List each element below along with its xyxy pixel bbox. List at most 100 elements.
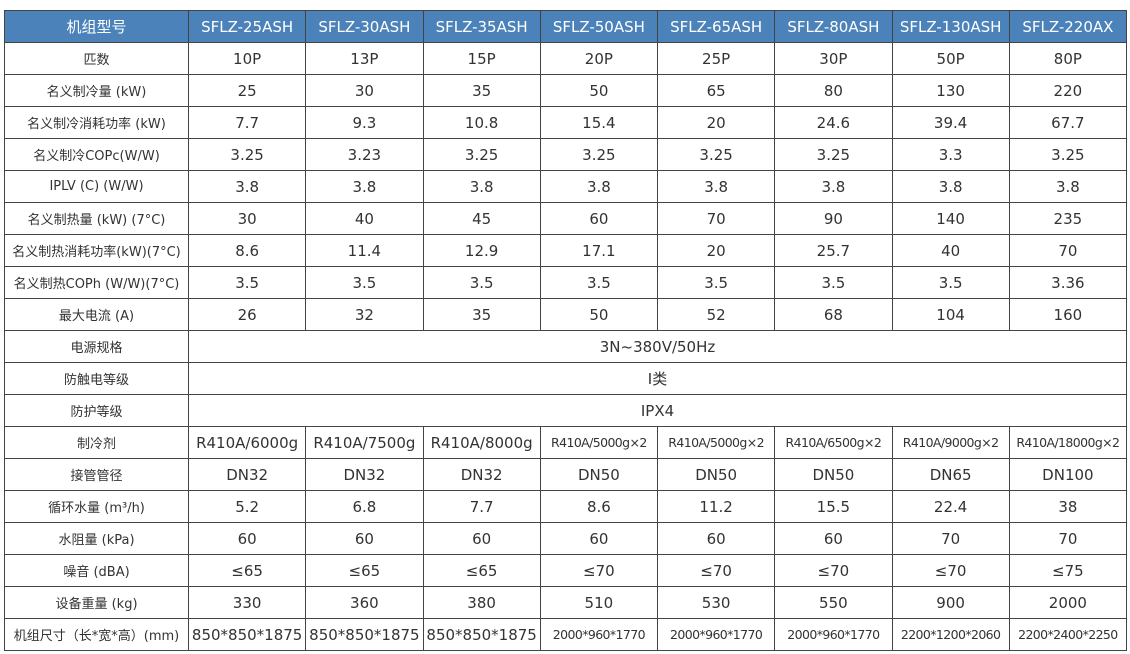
cell: 900: [891, 586, 1010, 619]
cell: 3.5: [422, 266, 541, 299]
cell: 2000: [1008, 586, 1128, 619]
row-label: 防护等级: [4, 394, 189, 427]
cell: 3.8: [891, 170, 1010, 203]
model-header: SFLZ-25ASH: [187, 10, 307, 43]
table-row: IPLV (C) (W/W) 3.8 3.8 3.8 3.8 3.8 3.8 3.8 3.8: [4, 170, 1128, 203]
cell: 15P: [422, 42, 541, 75]
model-header: SFLZ-130ASH: [891, 10, 1010, 43]
cell: 3.8: [539, 170, 659, 203]
cell: 68: [774, 298, 893, 331]
cell: 13P: [305, 42, 424, 75]
table-body: 匹数 10P 13P 15P 20P 25P 30P 50P 80P 名义制冷量 (kW) 25 30…: [4, 42, 1128, 651]
cell: 3.8: [305, 170, 424, 203]
cell: 850*850*1875: [305, 618, 424, 651]
table-row: 制冷剂 R410A/6000g R410A/7500g R410A/8000g R410…: [4, 426, 1128, 459]
table-row: 最大电流 (A) 26 32 35 50 52 68 104 160: [4, 298, 1128, 331]
model-header: SFLZ-30ASH: [305, 10, 424, 43]
cell: 30: [187, 202, 307, 235]
cell: 9.3: [305, 106, 424, 139]
model-header: SFLZ-35ASH: [422, 10, 541, 43]
cell: 60: [656, 522, 776, 555]
cell: 52: [656, 298, 776, 331]
cell: IPX4: [188, 394, 1127, 427]
cell: 10.8: [422, 106, 541, 139]
cell: 10P: [187, 42, 307, 75]
cell: DN100: [1008, 458, 1128, 491]
cell: 8.6: [539, 490, 659, 523]
model-header: SFLZ-220AX: [1008, 10, 1128, 43]
cell: 3.25: [1008, 138, 1128, 171]
cell: 70: [1008, 234, 1128, 267]
cell: 80P: [1008, 42, 1128, 75]
cell: 50: [539, 298, 659, 331]
cell: 3.25: [539, 138, 659, 171]
cell: 3.8: [1008, 170, 1128, 203]
cell: 30P: [774, 42, 893, 75]
cell: 2000*960*1770: [774, 618, 893, 651]
cell: DN50: [539, 458, 659, 491]
cell: 3.23: [305, 138, 424, 171]
table-row: 机组尺寸（长*宽*高）(mm) 850*850*1875 850*850*1875 8…: [4, 618, 1128, 651]
cell: 220: [1008, 74, 1128, 107]
cell: 3.5: [656, 266, 776, 299]
cell: 2200*1200*2060: [891, 618, 1010, 651]
row-label: 最大电流 (A): [4, 298, 189, 331]
cell: 5.2: [187, 490, 307, 523]
model-header: SFLZ-65ASH: [656, 10, 776, 43]
cell: 60: [422, 522, 541, 555]
header-row: 机组型号 SFLZ-25ASH SFLZ-30ASH SFLZ-35ASH SFLZ-5…: [4, 10, 1128, 43]
table-row: 名义制冷量 (kW) 25 30 35 50 65 80 130 220: [4, 74, 1128, 107]
table-row: 名义制冷COPc(W/W) 3.25 3.23 3.25 3.25 3.25 3.25 3.3…: [4, 138, 1128, 171]
cell: 3.8: [774, 170, 893, 203]
cell: R410A/9000g×2: [891, 426, 1010, 459]
cell: DN65: [891, 458, 1010, 491]
cell: 35: [422, 74, 541, 107]
cell: R410A/5000g×2: [656, 426, 776, 459]
table-row: 噪音 (dBA) ≤65 ≤65 ≤65 ≤70 ≤70 ≤70 ≤70 ≤75: [4, 554, 1128, 587]
row-label: 名义制冷COPc(W/W): [4, 138, 189, 171]
table-row: 接管管径 DN32 DN32 DN32 DN50 DN50 DN50 DN65 DN100: [4, 458, 1128, 491]
cell: R410A/18000g×2: [1008, 426, 1128, 459]
cell: 3.25: [656, 138, 776, 171]
cell: 90: [774, 202, 893, 235]
cell: 530: [656, 586, 776, 619]
cell: 40: [891, 234, 1010, 267]
cell: 2000*960*1770: [656, 618, 776, 651]
cell: 60: [774, 522, 893, 555]
cell: 3.36: [1008, 266, 1128, 299]
cell: 26: [187, 298, 307, 331]
table-row: 名义制冷消耗功率 (kW) 7.7 9.3 10.8 15.4 20 24.6 39.4 67.…: [4, 106, 1128, 139]
cell: 510: [539, 586, 659, 619]
cell: 3.5: [539, 266, 659, 299]
cell: 3.5: [774, 266, 893, 299]
cell: ≤75: [1008, 554, 1128, 587]
cell: 20: [656, 106, 776, 139]
cell: DN50: [656, 458, 776, 491]
cell: 80: [774, 74, 893, 107]
table-row: 名义制热量 (kW) (7°C) 30 40 45 60 70 90 140 235: [4, 202, 1128, 235]
cell: 60: [539, 522, 659, 555]
row-label: 水阻量 (kPa): [4, 522, 189, 555]
row-label: 名义制冷量 (kW): [4, 74, 189, 107]
row-label: 匹数: [4, 42, 189, 75]
cell: 360: [305, 586, 424, 619]
cell: 50P: [891, 42, 1010, 75]
cell: 25P: [656, 42, 776, 75]
model-header: SFLZ-80ASH: [774, 10, 893, 43]
cell: 11.2: [656, 490, 776, 523]
cell: 60: [187, 522, 307, 555]
cell: ≤65: [305, 554, 424, 587]
table-row: 防触电等级 I类: [4, 362, 1127, 395]
cell: 2000*960*1770: [539, 618, 659, 651]
cell: 24.6: [774, 106, 893, 139]
cell: 40: [305, 202, 424, 235]
model-header: SFLZ-50ASH: [539, 10, 659, 43]
table-row: 循环水量 (m³/h) 5.2 6.8 7.7 8.6 11.2 15.5 22.4 38: [4, 490, 1128, 523]
cell: 11.4: [305, 234, 424, 267]
cell: ≤70: [656, 554, 776, 587]
cell: 67.7: [1008, 106, 1128, 139]
cell: I类: [188, 362, 1127, 395]
cell: 380: [422, 586, 541, 619]
cell: 70: [656, 202, 776, 235]
